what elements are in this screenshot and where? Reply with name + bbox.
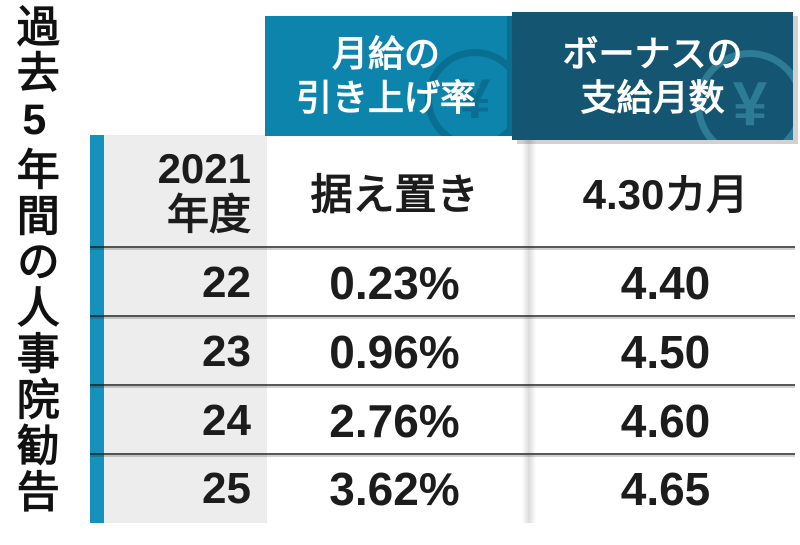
- table-accent-bar: [90, 135, 104, 523]
- row-divider: [90, 246, 795, 250]
- header-monthly-raise: ¥ 月給の 引き上げ率: [265, 16, 512, 136]
- table-row-25: 25 3.62% 4.65: [90, 455, 795, 523]
- year-line1: 2021: [157, 145, 251, 193]
- bonus-cell: 4.60: [620, 394, 711, 447]
- year-label: 22: [202, 257, 251, 307]
- yen-symbol: ¥: [732, 70, 768, 140]
- header-monthly-raise-line1: 月給の: [331, 33, 440, 75]
- year-label: 23: [202, 326, 251, 376]
- yen-circle-icon: ¥: [695, 50, 793, 140]
- data-table: 2021 年度 据え置き 4.30カ月 22 0.23% 4.40: [90, 135, 795, 523]
- column-divider: [522, 135, 536, 248]
- year-label: 25: [202, 464, 251, 514]
- bonus-cell: 4.30カ月: [582, 171, 749, 218]
- chart-title: 過去5年間の人事院勧告: [10, 4, 59, 515]
- row-divider: [90, 315, 795, 319]
- row-divider: [90, 453, 795, 457]
- year-cell: 25: [104, 455, 267, 523]
- header-monthly-raise-line2: 引き上げ率: [295, 77, 476, 118]
- table-row-22: 22 0.23% 4.40: [90, 248, 795, 317]
- year-cell: 24: [104, 386, 267, 455]
- column-divider: [522, 455, 536, 523]
- column-divider: [522, 386, 536, 455]
- header-bonus-line1: ボーナスの: [562, 33, 743, 75]
- column-divider: [522, 317, 536, 386]
- rate-cell: 3.62%: [329, 463, 460, 515]
- year-label: 24: [202, 395, 251, 445]
- table-row-23: 23 0.96% 4.50: [90, 317, 795, 386]
- bonus-cell: 4.50: [620, 325, 711, 378]
- year-line2: 年度: [166, 190, 251, 238]
- year-cell: 22: [104, 248, 267, 317]
- bonus-cell: 4.40: [620, 256, 711, 309]
- rate-cell: 0.23%: [329, 256, 460, 309]
- year-cell: 23: [104, 317, 267, 386]
- column-divider: [522, 248, 536, 317]
- table-rows: 2021 年度 据え置き 4.30カ月 22 0.23% 4.40: [90, 135, 795, 523]
- year-label: 2021 年度: [158, 146, 251, 237]
- rate-cell: 据え置き: [310, 171, 479, 218]
- rate-cell: 0.96%: [329, 325, 460, 378]
- yen-symbol: ¥: [459, 66, 491, 130]
- header-bonus-line2: 支給月数: [580, 77, 725, 118]
- yen-circle-icon: ¥: [425, 49, 507, 136]
- year-cell: 2021 年度: [104, 135, 267, 248]
- row-divider: [90, 384, 795, 388]
- bonus-cell: 4.65: [620, 463, 711, 515]
- header-bonus-months: ¥ ボーナスの 支給月数: [512, 12, 793, 140]
- rate-cell: 2.76%: [329, 394, 460, 447]
- table-row-2021: 2021 年度 据え置き 4.30カ月: [90, 135, 795, 248]
- table-row-24: 24 2.76% 4.60: [90, 386, 795, 455]
